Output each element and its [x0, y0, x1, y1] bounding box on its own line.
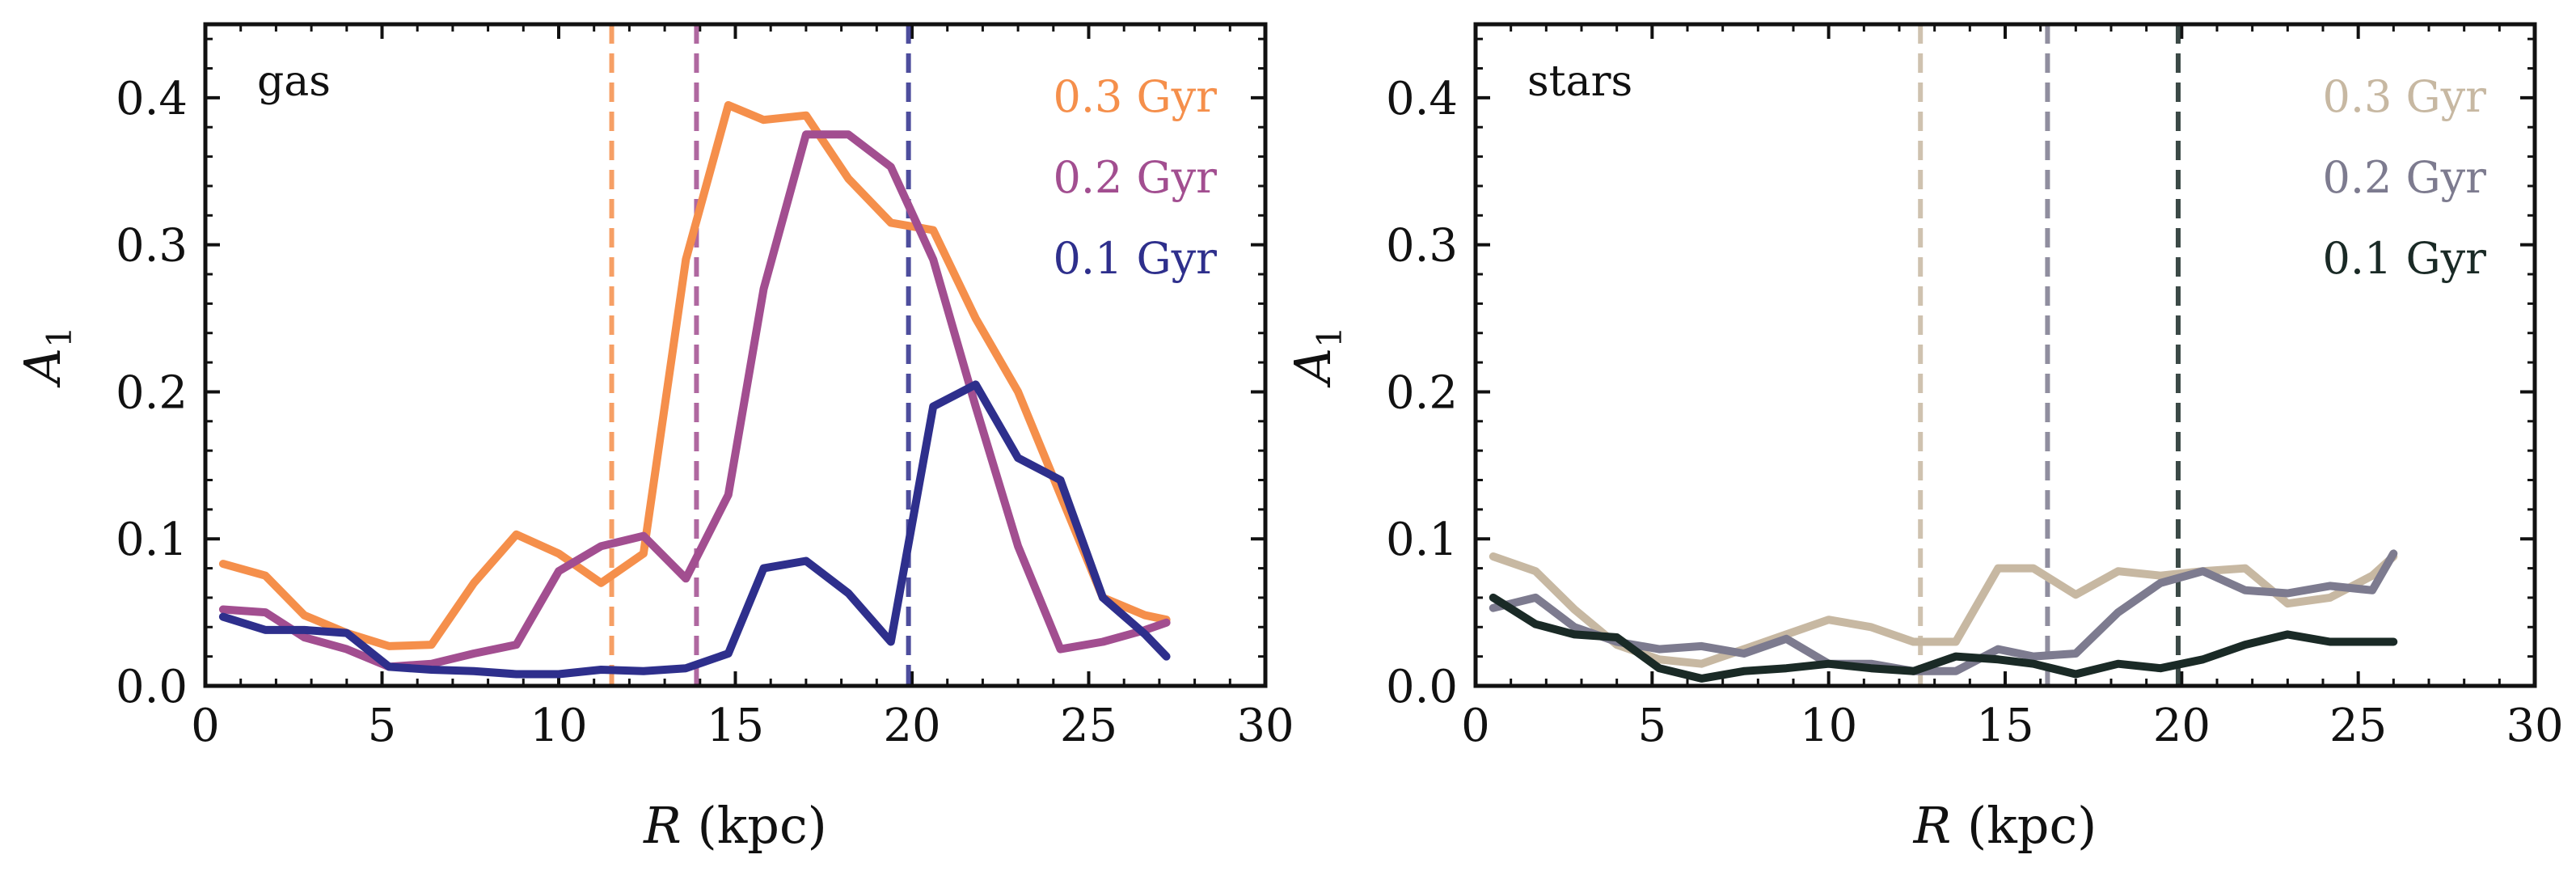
gas-panel: 0 5 10 15 20 25 30 0.0 0.1 0.2 0.3 0.4 gas 0.3 Gyr 0.2… — [13, 22, 1294, 855]
legend-entry: 0.1 Gyr — [2323, 233, 2487, 284]
axes-frame — [1473, 22, 2537, 688]
x-tick-label: 0 — [1461, 700, 1490, 752]
y-axis-label: A1 — [13, 326, 79, 388]
x-tick-label: 30 — [2506, 700, 2563, 752]
x-tick-label: 10 — [1800, 700, 1857, 752]
x-tick-label: 5 — [368, 700, 397, 752]
legend-entry: 0.3 Gyr — [1054, 71, 1218, 122]
y-tick-label: 0.1 — [116, 514, 188, 566]
y-tick-label: 0.2 — [1386, 366, 1458, 419]
x-tick-label: 0 — [191, 700, 220, 752]
x-tick-label: 15 — [1976, 700, 2033, 752]
y-tick-label: 0.0 — [116, 661, 188, 713]
axes-frame — [203, 22, 1268, 688]
x-axis-label: R (kpc) — [643, 796, 827, 855]
y-tick-label: 0.4 — [1386, 73, 1458, 125]
series-line-0.2-gyr — [1489, 549, 2398, 675]
legend-entry: 0.2 Gyr — [1054, 152, 1218, 203]
series-line-0.1-gyr — [218, 380, 1171, 679]
y-tick-label: 0.3 — [116, 220, 188, 273]
x-tick-label: 20 — [2153, 700, 2211, 752]
legend-entry: 0.2 Gyr — [2323, 152, 2487, 203]
legend-entry: 0.1 Gyr — [1054, 233, 1218, 284]
stars-panel: 0 5 10 15 20 25 30 0.0 0.1 0.2 0.3 0.4 stars 0.3 Gyr 0… — [1283, 22, 2564, 855]
series-line-0.3-gyr — [218, 101, 1171, 650]
x-axis-label: R (kpc) — [1913, 796, 2097, 855]
x-tick-label: 25 — [1060, 700, 1117, 752]
x-tick-label: 30 — [1236, 700, 1294, 752]
legend-entry: 0.3 Gyr — [2323, 71, 2487, 122]
x-tick-label: 15 — [707, 700, 764, 752]
panel-label: stars — [1527, 57, 1632, 106]
panel-label: gas — [257, 57, 331, 106]
y-tick-label: 0.0 — [1386, 661, 1458, 713]
x-tick-label: 20 — [883, 700, 940, 752]
x-tick-label: 25 — [2329, 700, 2387, 752]
x-tick-label: 5 — [1638, 700, 1667, 752]
series-line-0.1-gyr — [1489, 593, 2398, 683]
y-tick-label: 0.2 — [116, 366, 188, 419]
y-tick-label: 0.3 — [1386, 220, 1458, 273]
y-tick-label: 0.4 — [116, 73, 188, 125]
y-tick-label: 0.1 — [1386, 514, 1458, 566]
x-tick-label: 10 — [530, 700, 587, 752]
y-axis-label: A1 — [1283, 326, 1349, 388]
